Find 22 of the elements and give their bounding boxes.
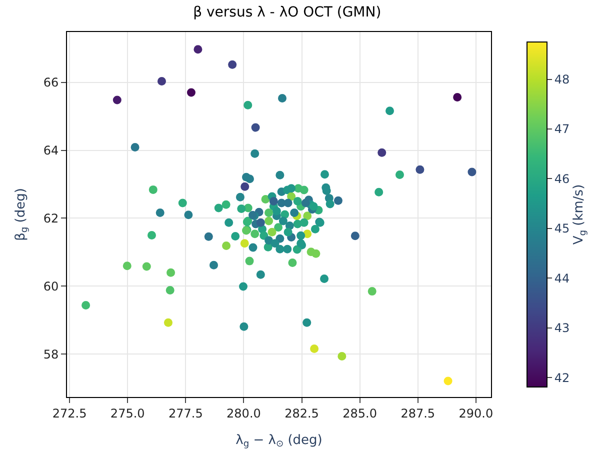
y-tick-label: 66 (43, 76, 59, 90)
y-tick-label: 58 (43, 347, 59, 362)
x-tick-label: 277.5 (168, 406, 203, 420)
color-bar-label: 46 (554, 172, 570, 186)
y-tick-label: 64 (43, 143, 59, 158)
color-bar-label: 44 (554, 271, 570, 286)
x-tick-label: 282.5 (284, 406, 319, 420)
x-tick-label: 275.0 (110, 406, 145, 420)
x-tick-label: 290.0 (458, 406, 494, 420)
color-bar-label: 45 (554, 222, 570, 236)
x-tick-label: 287.5 (400, 406, 436, 420)
x-tick-label: 280.0 (226, 406, 261, 420)
color-bar-label: 43 (554, 321, 570, 336)
x-tick-label: 285.0 (342, 406, 377, 420)
y-tick-label: 62 (43, 211, 59, 226)
y-tick-label: 60 (43, 279, 59, 294)
x-tick-label: 272.5 (52, 406, 87, 420)
chart-title: β versus λ - λO OCT (GMN) (193, 4, 382, 21)
color-bar-label: 47 (554, 122, 570, 136)
color-bar-label: 48 (554, 72, 570, 86)
color-bar-label: 42 (554, 370, 570, 385)
x-axis-title: λ$_{g}$ − λ$_{⊙}$ (deg) (236, 433, 322, 450)
